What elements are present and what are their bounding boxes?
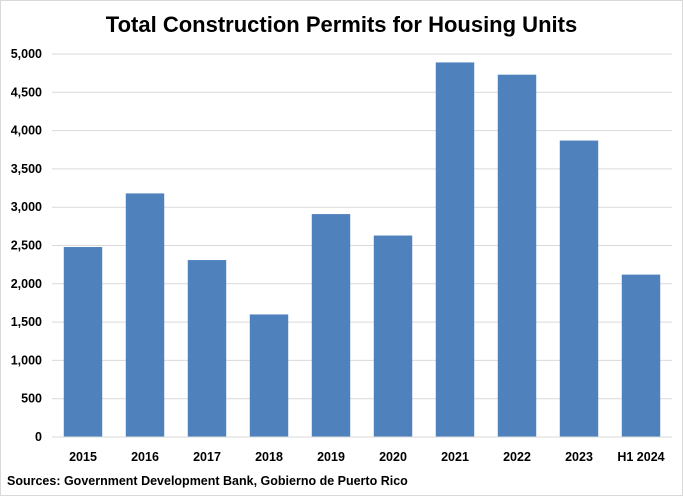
x-tick-label: 2023 (565, 450, 593, 464)
x-tick-label: 2015 (69, 450, 97, 464)
x-tick-label: 2022 (503, 450, 531, 464)
x-tick-label: H1 2024 (617, 450, 664, 464)
y-tick-label: 1,000 (11, 353, 42, 367)
x-tick-label: 2018 (255, 450, 283, 464)
bar (125, 193, 165, 437)
bar (311, 214, 351, 437)
x-axis-ticks: 2015 2016 2017 2018 2019 2020 2021 2022 2023 H1 2… (69, 450, 665, 464)
bar (187, 260, 227, 437)
y-tick-label: 4,000 (11, 124, 42, 138)
y-tick-label: 1,500 (11, 315, 42, 329)
y-tick-label: 2,000 (11, 277, 42, 291)
x-tick-label: 2019 (317, 450, 345, 464)
bar (559, 140, 599, 438)
bar (435, 62, 475, 438)
chart-title: Total Construction Permits for Housing U… (105, 12, 578, 37)
x-tick-label: 2017 (193, 450, 221, 464)
x-tick-label: 2020 (379, 450, 407, 464)
bar (249, 314, 289, 437)
y-tick-label: 5,000 (11, 47, 42, 61)
y-tick-label: 3,500 (11, 162, 42, 176)
bars (63, 62, 661, 438)
y-tick-label: 2,500 (11, 239, 42, 253)
source-note: Sources: Government Development Bank, Go… (7, 474, 408, 488)
y-tick-label: 3,000 (11, 200, 42, 214)
x-tick-label: 2016 (131, 450, 159, 464)
y-tick-label: 0 (35, 430, 42, 444)
y-tick-label: 4,500 (11, 85, 42, 99)
y-axis-ticks: 0 500 1,000 1,500 2,000 2,500 3,000 3,500 4,000 4… (11, 47, 42, 444)
bar (373, 235, 413, 437)
bar (63, 247, 103, 437)
y-tick-label: 500 (21, 392, 42, 406)
bar (621, 274, 661, 437)
x-tick-label: 2021 (441, 450, 469, 464)
bar (497, 74, 537, 437)
